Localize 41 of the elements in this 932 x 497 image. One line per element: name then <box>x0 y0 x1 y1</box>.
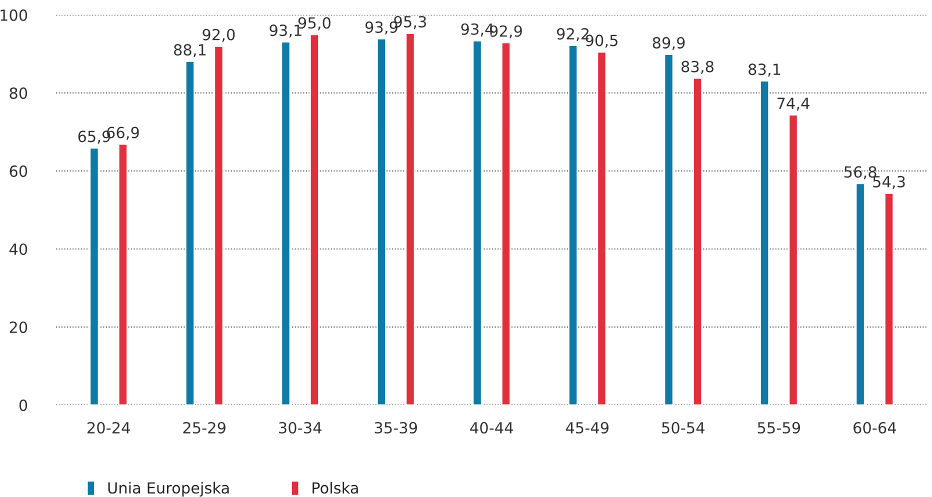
bar <box>309 34 320 406</box>
bar <box>568 44 578 406</box>
bar <box>184 60 195 406</box>
legend-label: Unia Europejska <box>108 482 229 497</box>
y-tick-label: 60 <box>10 165 28 177</box>
bar <box>596 51 607 406</box>
x-tick-label: 55-59 <box>758 422 800 434</box>
x-tick-label: 35-39 <box>374 422 417 434</box>
bar <box>692 77 703 406</box>
x-tick-label: 45-49 <box>566 422 609 434</box>
legend-label: Polska <box>312 482 358 494</box>
bar <box>855 182 866 406</box>
x-tick-label: 20-24 <box>88 422 130 434</box>
data-label: 89,9 <box>652 37 685 50</box>
data-label: 74,4 <box>778 98 810 111</box>
bar <box>405 32 416 406</box>
x-tick-label: 50-54 <box>662 422 704 434</box>
bar <box>280 41 291 406</box>
bar <box>500 42 511 406</box>
bar <box>89 147 100 406</box>
bar <box>788 114 798 406</box>
data-label: 83,1 <box>748 64 780 77</box>
y-tick-label: 80 <box>10 87 28 99</box>
data-label: 88,1 <box>174 44 206 58</box>
bar <box>118 143 128 406</box>
data-label: 92,0 <box>202 28 235 42</box>
x-tick-label: 40-44 <box>470 422 513 434</box>
bar <box>884 192 894 406</box>
bar <box>664 54 674 406</box>
bar <box>214 45 224 406</box>
x-tick-label: 25-29 <box>183 422 226 434</box>
bar <box>760 80 770 406</box>
x-tick-label: 30-34 <box>279 422 322 434</box>
bar <box>472 40 482 406</box>
bar <box>376 38 387 406</box>
y-tick-label: 100 <box>0 9 28 21</box>
y-tick-label: 0 <box>19 400 28 412</box>
data-label: 83,8 <box>682 60 714 74</box>
x-tick-label: 60-64 <box>854 422 896 434</box>
y-tick-label: 20 <box>10 321 28 334</box>
y-tick-label: 40 <box>9 243 28 256</box>
